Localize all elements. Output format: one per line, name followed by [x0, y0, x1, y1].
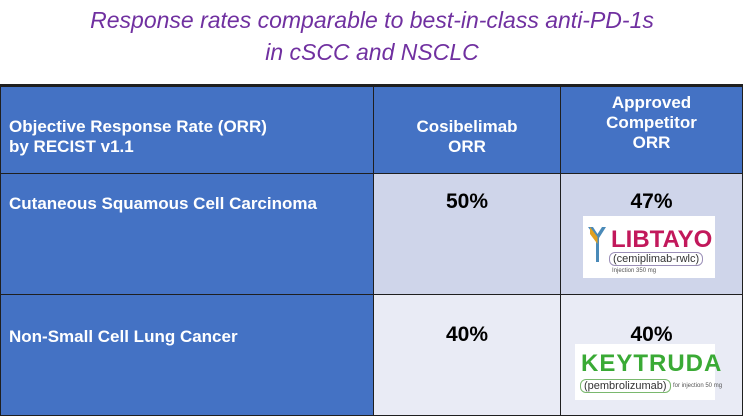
header-competitor-line-2: Competitor — [606, 113, 697, 132]
table-header-row: Objective Response Rate (ORR) by RECIST … — [0, 84, 743, 174]
header-competitor-line-3: ORR — [632, 133, 671, 152]
keytruda-generic: (pembrolizumab) — [580, 379, 671, 393]
cosibelimab-orr-cell: 40% — [373, 294, 561, 416]
libtayo-logo: LIBTAYO (cemiplimab-rwlc) Injection 350 … — [583, 216, 715, 278]
libtayo-generic: (cemiplimab-rwlc) — [609, 252, 704, 266]
row-label-cell: Non-Small Cell Lung Cancer — [0, 294, 374, 416]
header-cell-metric: Objective Response Rate (ORR) by RECIST … — [0, 84, 374, 174]
header-cell-cosibelimab: Cosibelimab ORR — [373, 84, 561, 174]
libtayo-mark-icon — [588, 227, 606, 262]
title-line-2: in cSCC and NSCLC — [265, 39, 479, 65]
libtayo-fine-print: Injection 350 mg — [612, 268, 657, 274]
table-row: Cutaneous Squamous Cell Carcinoma 50% 47… — [0, 173, 743, 295]
header-metric-line-2: by RECIST v1.1 — [9, 137, 134, 156]
keytruda-fine-print: for injection 50 mg — [673, 383, 723, 389]
header-competitor-line-1: Approved — [611, 93, 692, 112]
header-cosibelimab-line-1: Cosibelimab — [416, 117, 518, 136]
cosibelimab-orr-cell: 50% — [373, 173, 561, 295]
row-label-cell: Cutaneous Squamous Cell Carcinoma — [0, 173, 374, 295]
keytruda-logo: KEYTRUDA (pembrolizumab) for injection 5… — [575, 344, 722, 400]
row-label: Non-Small Cell Lung Cancer — [9, 327, 238, 346]
header-metric-line-1: Objective Response Rate (ORR) — [9, 117, 267, 136]
header-cosibelimab-line-2: ORR — [448, 137, 486, 156]
header-cell-competitor: Approved Competitor ORR — [560, 84, 743, 174]
competitor-orr-value: 40% — [630, 323, 673, 346]
slide-title: Response rates comparable to best-in-cla… — [0, 4, 744, 68]
title-line-1: Response rates comparable to best-in-cla… — [90, 7, 654, 33]
competitor-orr-value: 47% — [630, 190, 673, 213]
row-label: Cutaneous Squamous Cell Carcinoma — [9, 194, 317, 213]
keytruda-name: KEYTRUDA — [581, 350, 723, 377]
libtayo-name: LIBTAYO — [611, 226, 713, 253]
cosibelimab-orr-value: 40% — [445, 323, 489, 346]
cosibelimab-orr-value: 50% — [445, 190, 489, 213]
